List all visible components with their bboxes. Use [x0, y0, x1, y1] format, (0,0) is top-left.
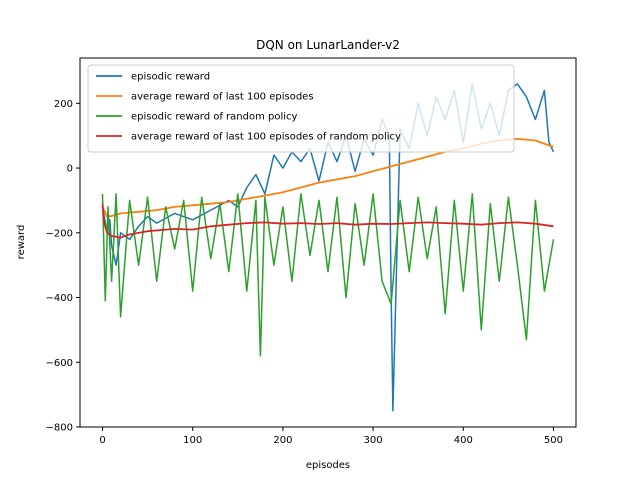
x-tick-label: 200 [273, 435, 292, 446]
legend-label-4: average reward of last 100 episodes of r… [131, 132, 401, 143]
series-line-4 [101, 203, 554, 239]
y-tick-label: −200 [46, 228, 73, 239]
y-axis-label: reward [16, 225, 27, 260]
x-tick-label: 300 [364, 435, 383, 446]
legend-label-1: episodic reward [131, 72, 210, 83]
x-axis-label: episodes [306, 460, 350, 471]
chart-title: DQN on LunarLander-v2 [256, 38, 400, 52]
legend-box [87, 64, 515, 153]
x-axis: 0 100 200 300 400 500 [99, 427, 563, 446]
y-tick-label: 0 [67, 164, 73, 175]
axes-frame [79, 57, 577, 428]
y-tick-label: −800 [46, 423, 73, 434]
x-tick-label: 100 [183, 435, 202, 446]
legend-label-2: average reward of last 100 episodes [131, 92, 314, 103]
x-tick-label: 0 [99, 435, 105, 446]
y-tick-label: −600 [46, 358, 73, 369]
y-tick-label: −400 [46, 293, 73, 304]
series-line-3 [101, 193, 555, 357]
y-tick-label: 200 [54, 99, 73, 110]
legend: episodic reward average reward of last 10… [87, 64, 515, 153]
legend-label-3: episodic reward of random policy [131, 112, 298, 123]
y-axis: −800 −600 −400 −200 0 200 [46, 99, 80, 434]
x-tick-label: 400 [454, 435, 473, 446]
x-tick-label: 500 [544, 435, 563, 446]
